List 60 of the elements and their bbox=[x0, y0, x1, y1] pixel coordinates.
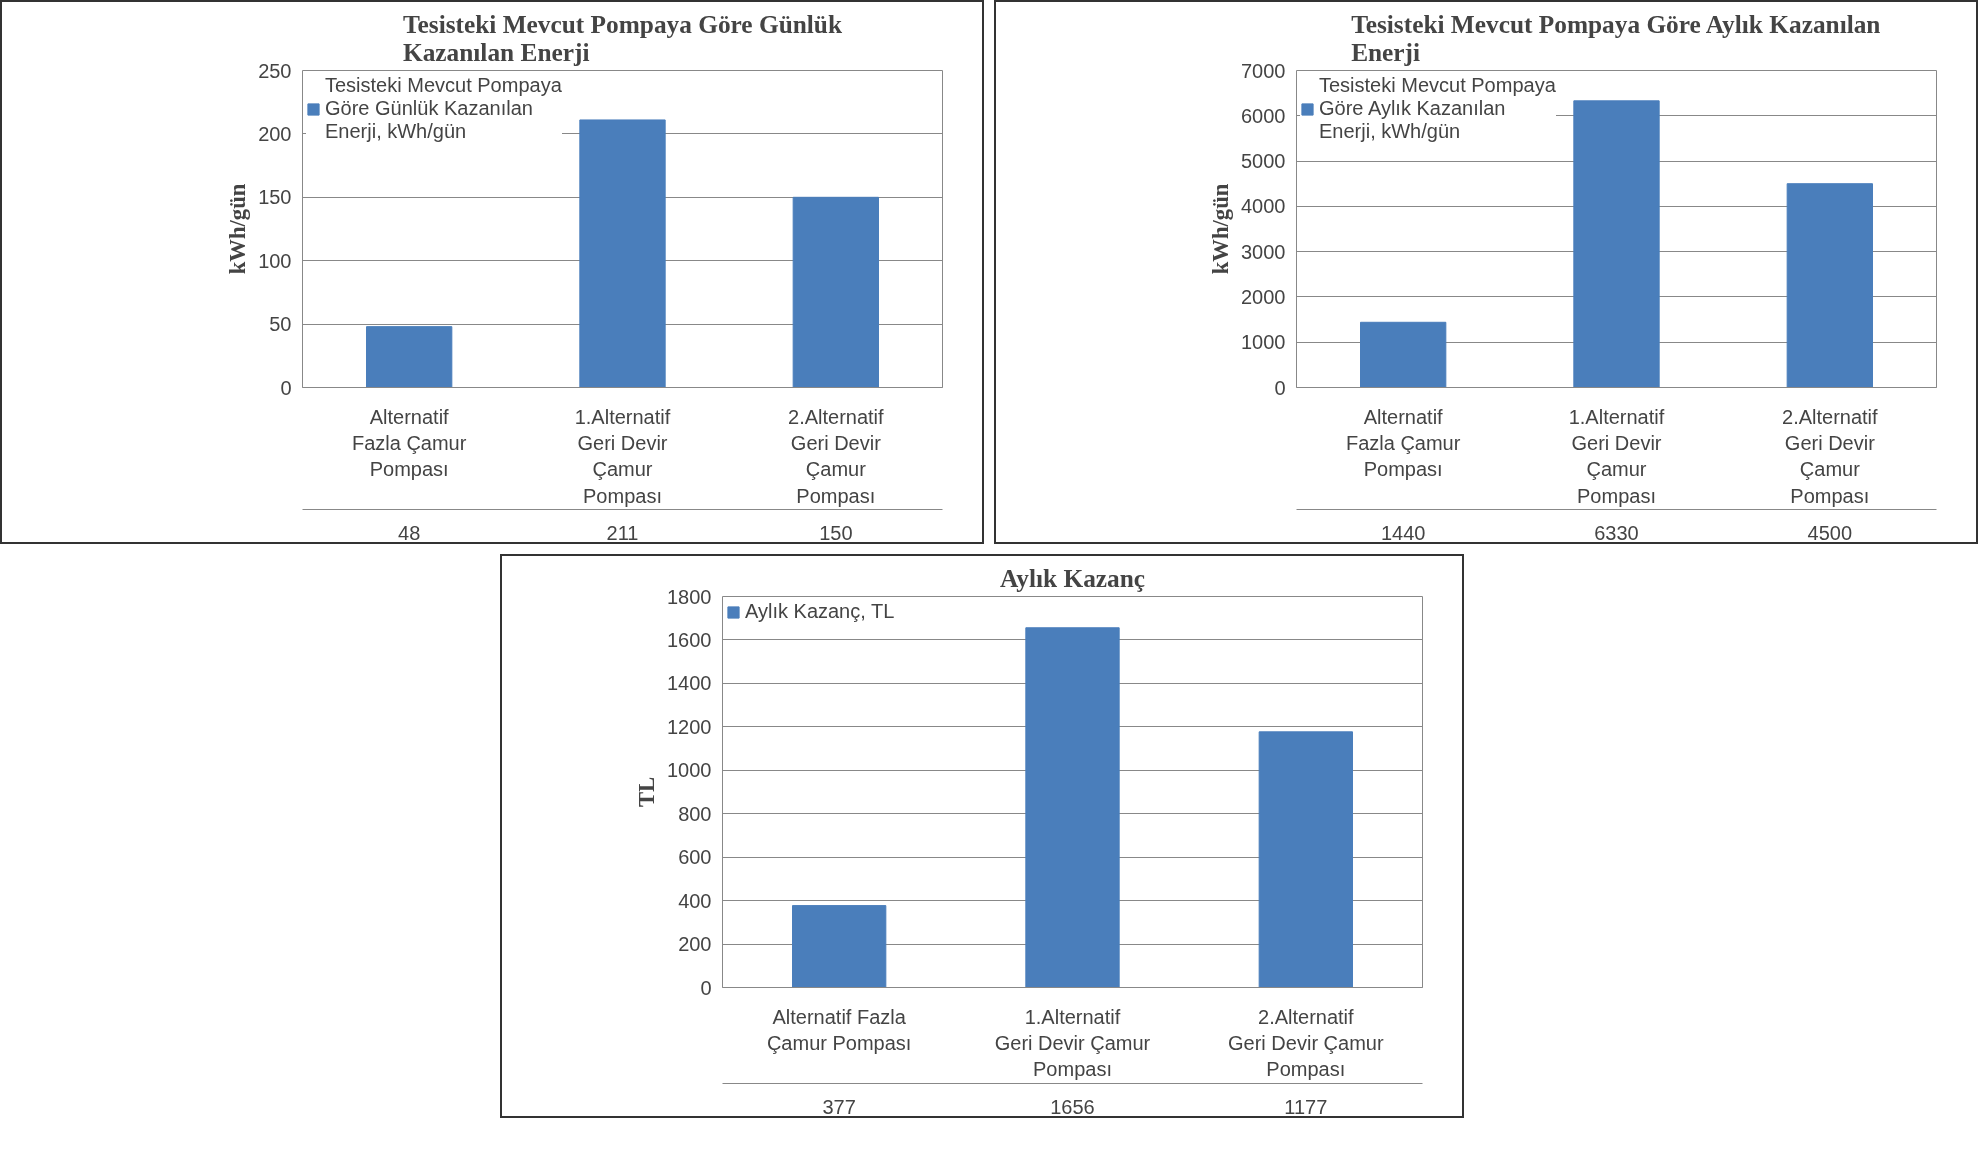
y-tick-label: 5000 bbox=[1241, 150, 1286, 173]
y-tick-label: 0 bbox=[700, 976, 712, 999]
bar bbox=[792, 905, 887, 988]
y-tick-label: 1400 bbox=[667, 672, 712, 695]
y-tick-label: 6000 bbox=[1241, 104, 1286, 127]
x-tick-label: 1.Alternatif Geri Devir Çamur Pompası bbox=[994, 1005, 1151, 1081]
data-label: 4500 bbox=[1807, 521, 1853, 544]
legend-label: Aylık Kazanç, TL bbox=[745, 600, 895, 623]
y-tick-label: 4000 bbox=[1241, 195, 1286, 218]
x-tick-label: 1.Alternatif Geri Devir Çamur Pompası bbox=[574, 405, 671, 507]
y-tick-label: 1800 bbox=[667, 585, 712, 608]
bar bbox=[366, 326, 453, 388]
y-tick-label: 3000 bbox=[1241, 240, 1286, 263]
data-label: 1440 bbox=[1380, 521, 1426, 544]
y-axis-title: kWh/gün bbox=[225, 183, 251, 275]
y-tick-label: 150 bbox=[258, 186, 292, 209]
data-label: 1656 bbox=[1050, 1095, 1095, 1118]
y-tick-label: 1200 bbox=[667, 715, 712, 738]
chart-title: Tesisteki Mevcut Pompaya Göre Günlük Kazanılan Enerji bbox=[402, 9, 843, 66]
data-label: 6330 bbox=[1594, 521, 1639, 544]
x-tick-label: 1.Alternatif Geri Devir Çamur Pompası bbox=[1568, 405, 1665, 507]
chart-title: Aylık Kazanç bbox=[999, 563, 1146, 592]
data-label: 1177 bbox=[1284, 1095, 1328, 1118]
y-tick-label: 1000 bbox=[1241, 331, 1286, 354]
bar bbox=[1360, 321, 1447, 388]
y-tick-label: 100 bbox=[258, 249, 292, 272]
y-tick-label: 250 bbox=[258, 59, 292, 82]
data-label: 150 bbox=[819, 521, 853, 544]
bar bbox=[1025, 627, 1120, 988]
x-tick-label: Alternatif Fazla Çamur Pompası bbox=[766, 1005, 912, 1054]
y-tick-label: 200 bbox=[258, 122, 292, 145]
chart-title: Tesisteki Mevcut Pompaya Göre Aylık Kazanılan Enerji bbox=[1351, 9, 1881, 66]
y-tick-label: 0 bbox=[1274, 376, 1286, 399]
bar bbox=[1573, 100, 1660, 388]
y-tick-label: 0 bbox=[280, 376, 292, 399]
bar bbox=[1258, 731, 1353, 988]
data-label: 48 bbox=[398, 521, 421, 544]
x-tick-label: Alternatif Fazla Çamur Pompası bbox=[351, 405, 467, 481]
y-tick-label: 50 bbox=[269, 313, 292, 336]
y-axis-title: kWh/gün bbox=[1208, 183, 1234, 275]
y-tick-label: 1600 bbox=[667, 628, 712, 651]
y-tick-label: 600 bbox=[678, 846, 712, 869]
bar bbox=[792, 196, 879, 388]
y-axis-title: TL bbox=[634, 776, 660, 808]
legend-label: Tesisteki Mevcut Pompaya Göre Günlük Kazanılan Enerji, kWh/gün bbox=[325, 74, 562, 143]
x-tick-label: 2.Alternatif Geri Devir Çamur Pompası bbox=[1228, 1005, 1384, 1081]
bar bbox=[1786, 183, 1873, 388]
y-tick-label: 7000 bbox=[1241, 59, 1286, 82]
y-tick-label: 200 bbox=[678, 933, 712, 956]
data-label: 377 bbox=[822, 1095, 856, 1118]
y-tick-label: 400 bbox=[678, 889, 712, 912]
x-tick-label: Alternatif Fazla Çamur Pompası bbox=[1345, 405, 1461, 481]
y-tick-label: 2000 bbox=[1241, 285, 1286, 308]
x-tick-label: 2.Alternatif Geri Devir Çamur Pompası bbox=[788, 405, 885, 507]
y-tick-label: 1000 bbox=[667, 759, 712, 782]
y-tick-label: 800 bbox=[678, 802, 712, 825]
data-label: 211 bbox=[606, 521, 639, 544]
x-tick-label: 2.Alternatif Geri Devir Çamur Pompası bbox=[1782, 405, 1879, 507]
legend-label: Tesisteki Mevcut Pompaya Göre Aylık Kazanılan Enerji, kWh/gün bbox=[1319, 74, 1556, 143]
bar bbox=[579, 119, 666, 388]
